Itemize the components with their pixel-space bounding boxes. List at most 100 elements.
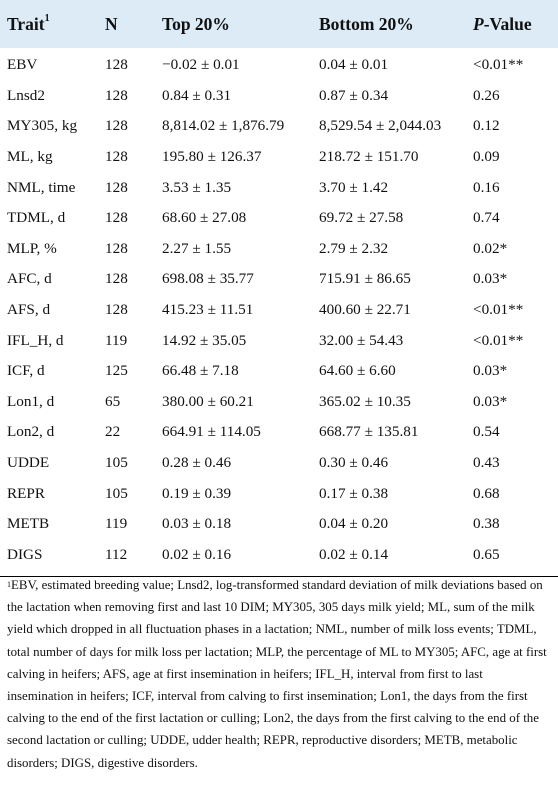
cell-p-value: 0.54 — [473, 423, 500, 441]
cell-p-value: <0.01** — [473, 331, 524, 349]
cell-n: 105 — [105, 484, 128, 502]
cell-bottom-20: 715.91 ± 86.65 — [319, 270, 411, 288]
cell-top-20: 0.19 ± 0.39 — [162, 484, 232, 502]
cell-p-value: 0.12 — [473, 117, 500, 135]
cell-p-value: <0.01** — [473, 56, 524, 74]
cell-top-20: 380.00 ± 60.21 — [162, 392, 254, 410]
cell-trait: TDML, d — [7, 209, 66, 227]
footnote-marker: 1 — [44, 12, 50, 24]
cell-p-value: 0.38 — [473, 515, 500, 533]
table-row: AFC, d 128 698.08 ± 35.77 715.91 ± 86.65 0.0… — [0, 264, 558, 295]
cell-p-value: 0.03* — [473, 392, 508, 410]
table-row: UDDE 105 0.28 ± 0.46 0.30 ± 0.46 0.43 — [0, 448, 558, 479]
cell-p-value: 0.26 — [473, 86, 500, 104]
cell-trait: ICF, d — [7, 362, 45, 380]
table-row: MY305, kg 128 8,814.02 ± 1,876.79 8,529.54 … — [0, 111, 558, 142]
cell-bottom-20: 69.72 ± 27.58 — [319, 209, 404, 227]
cell-trait: MLP, % — [7, 239, 57, 257]
cell-n: 128 — [105, 270, 128, 288]
header-top-20: Top 20% — [162, 0, 319, 48]
header-trait: Trait1 — [0, 0, 105, 48]
cell-trait: AFC, d — [7, 270, 52, 288]
cell-bottom-20: 32.00 ± 54.43 — [319, 331, 404, 349]
cell-trait: METB — [7, 515, 50, 533]
cell-n: 128 — [105, 86, 128, 104]
cell-top-20: 664.91 ± 114.05 — [162, 423, 261, 441]
cell-p-value: <0.01** — [473, 301, 524, 319]
cell-bottom-20: 0.30 ± 0.46 — [319, 454, 389, 472]
table-row: DIGS 112 0.02 ± 0.16 0.02 ± 0.14 0.65 — [0, 540, 558, 577]
cell-top-20: 8,814.02 ± 1,876.79 — [162, 117, 285, 135]
cell-n: 119 — [105, 331, 128, 349]
cell-bottom-20: 0.04 ± 0.20 — [319, 515, 389, 533]
cell-n: 128 — [105, 148, 128, 166]
cell-trait: MY305, kg — [7, 117, 78, 135]
cell-bottom-20: 64.60 ± 6.60 — [319, 362, 396, 380]
cell-p-value: 0.16 — [473, 178, 500, 196]
table-row: Lnsd2 128 0.84 ± 0.31 0.87 ± 0.34 0.26 — [0, 81, 558, 112]
cell-n: 128 — [105, 56, 128, 74]
cell-top-20: 3.53 ± 1.35 — [162, 178, 232, 196]
footnote-marker: 1 — [7, 580, 11, 589]
cell-trait: DIGS — [7, 545, 43, 563]
cell-p-value: 0.74 — [473, 209, 500, 227]
cell-n: 128 — [105, 301, 128, 319]
cell-top-20: 0.02 ± 0.16 — [162, 545, 232, 563]
footnote-text: EBV, estimated breeding value; Lnsd2, lo… — [7, 578, 547, 770]
cell-top-20: 2.27 ± 1.55 — [162, 239, 232, 257]
cell-p-value: 0.02* — [473, 239, 508, 257]
cell-p-value: 0.09 — [473, 148, 500, 166]
cell-p-value: 0.68 — [473, 484, 500, 502]
cell-trait: UDDE — [7, 454, 50, 472]
results-table: Trait1 N Top 20% Bottom 20% P-Value EBV 1… — [0, 0, 558, 577]
cell-top-20: 66.48 ± 7.18 — [162, 362, 239, 380]
cell-n: 22 — [105, 423, 121, 441]
cell-top-20: 68.60 ± 27.08 — [162, 209, 247, 227]
cell-bottom-20: 0.17 ± 0.38 — [319, 484, 389, 502]
cell-p-value: 0.03* — [473, 270, 508, 288]
header-p-value: P-Value — [473, 0, 558, 48]
cell-p-value: 0.43 — [473, 454, 500, 472]
cell-p-value: 0.03* — [473, 362, 508, 380]
cell-trait: Lon2, d — [7, 423, 55, 441]
table-body: EBV 128 −0.02 ± 0.01 0.04 ± 0.01 <0.01** Lnsd… — [0, 48, 558, 577]
cell-trait: IFL_H, d — [7, 331, 64, 349]
cell-p-value: 0.65 — [473, 545, 500, 563]
cell-trait: ML, kg — [7, 148, 53, 166]
cell-n: 119 — [105, 515, 128, 533]
table-header-row: Trait1 N Top 20% Bottom 20% P-Value — [0, 0, 558, 48]
table-row: ML, kg 128 195.80 ± 126.37 218.72 ± 151.70 0… — [0, 142, 558, 173]
cell-bottom-20: 0.87 ± 0.34 — [319, 86, 389, 104]
cell-top-20: 698.08 ± 35.77 — [162, 270, 254, 288]
cell-n: 125 — [105, 362, 128, 380]
cell-n: 128 — [105, 239, 128, 257]
cell-top-20: 0.03 ± 0.18 — [162, 515, 232, 533]
cell-n: 128 — [105, 178, 128, 196]
table-footnote: 1EBV, estimated breeding value; Lnsd2, l… — [7, 574, 552, 774]
cell-trait: Lon1, d — [7, 392, 55, 410]
header-n: N — [105, 0, 162, 48]
table-row: ICF, d 125 66.48 ± 7.18 64.60 ± 6.60 0.03* — [0, 356, 558, 387]
cell-top-20: 195.80 ± 126.37 — [162, 148, 262, 166]
cell-n: 112 — [105, 545, 128, 563]
cell-trait: REPR — [7, 484, 45, 502]
cell-n: 105 — [105, 454, 128, 472]
cell-trait: Lnsd2 — [7, 86, 45, 104]
cell-n: 128 — [105, 117, 128, 135]
cell-n: 128 — [105, 209, 128, 227]
cell-bottom-20: 3.70 ± 1.42 — [319, 178, 389, 196]
table-row: AFS, d 128 415.23 ± 11.51 400.60 ± 22.71 <0.… — [0, 295, 558, 326]
cell-trait: NML, time — [7, 178, 76, 196]
cell-trait: AFS, d — [7, 301, 51, 319]
cell-bottom-20: 8,529.54 ± 2,044.03 — [319, 117, 442, 135]
cell-bottom-20: 218.72 ± 151.70 — [319, 148, 419, 166]
cell-bottom-20: 365.02 ± 10.35 — [319, 392, 411, 410]
cell-trait: EBV — [7, 56, 38, 74]
table-row: MLP, % 128 2.27 ± 1.55 2.79 ± 2.32 0.02* — [0, 234, 558, 265]
cell-top-20: −0.02 ± 0.01 — [162, 56, 240, 74]
table-row: METB 119 0.03 ± 0.18 0.04 ± 0.20 0.38 — [0, 509, 558, 540]
header-bottom-20: Bottom 20% — [319, 0, 473, 48]
cell-top-20: 0.28 ± 0.46 — [162, 454, 232, 472]
cell-bottom-20: 0.04 ± 0.01 — [319, 56, 389, 74]
